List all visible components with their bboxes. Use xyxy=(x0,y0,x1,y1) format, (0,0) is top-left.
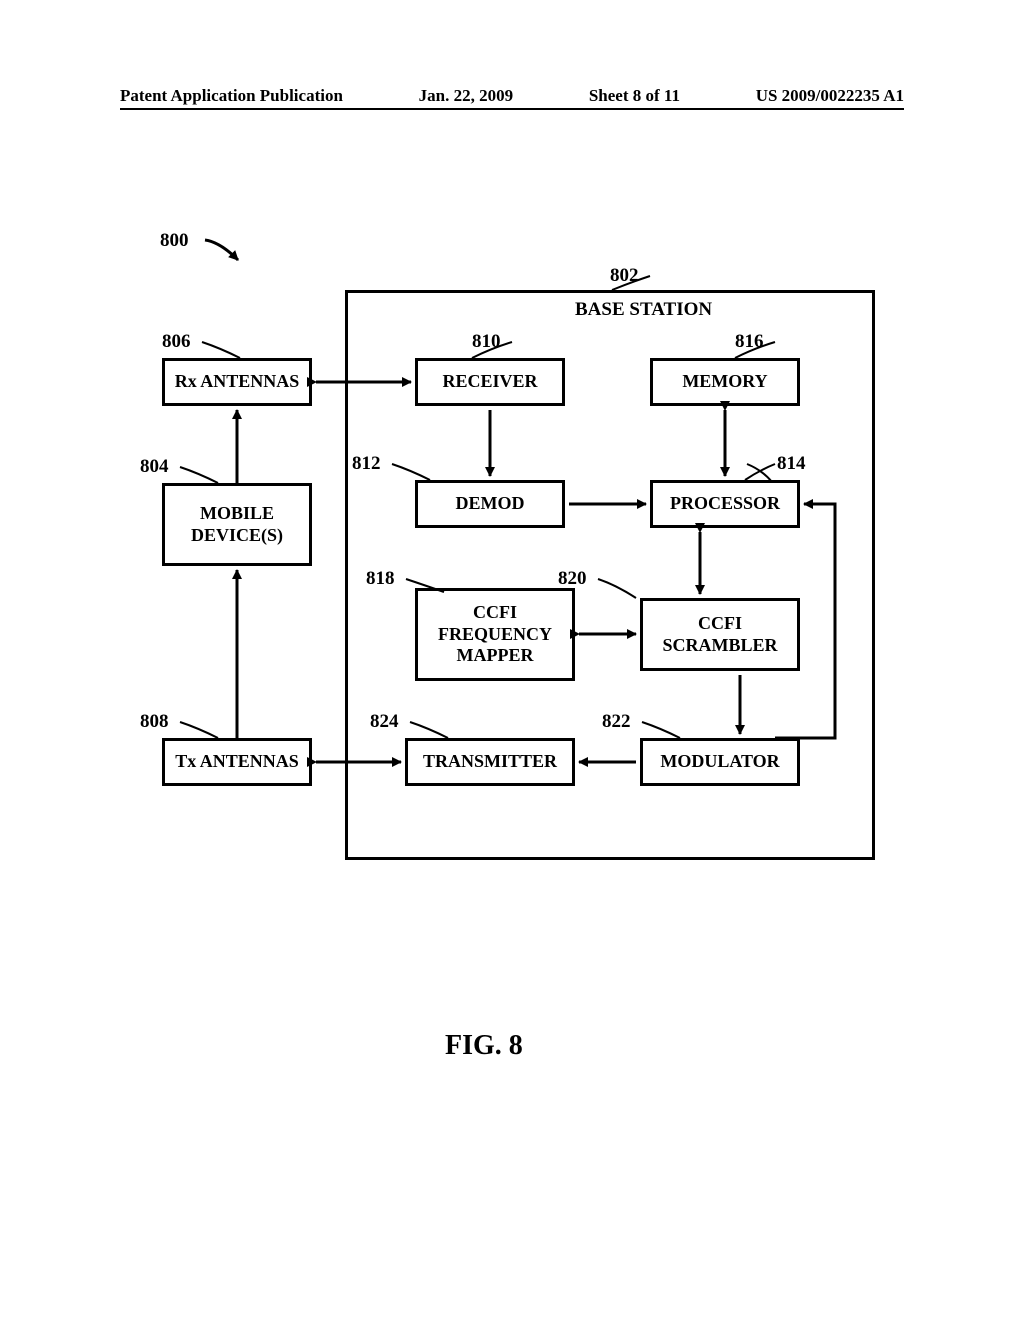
box-ccfi-mapper-label: CCFI FREQUENCY MAPPER xyxy=(438,602,552,667)
ref-800: 800 xyxy=(160,230,189,252)
box-demod-label: DEMOD xyxy=(456,493,525,515)
header-date: Jan. 22, 2009 xyxy=(419,86,513,106)
ref-802: 802 xyxy=(610,265,639,287)
figure-caption: FIG. 8 xyxy=(445,1030,523,1062)
ref-824: 824 xyxy=(370,711,399,733)
ref-812: 812 xyxy=(352,453,381,475)
box-modulator-label: MODULATOR xyxy=(660,751,779,773)
box-rx-antennas: Rx ANTENNAS xyxy=(162,358,312,406)
box-memory: MEMORY xyxy=(650,358,800,406)
box-transmitter-label: TRANSMITTER xyxy=(423,751,557,773)
header-pubno: US 2009/0022235 A1 xyxy=(756,86,904,106)
box-ccfi-mapper: CCFI FREQUENCY MAPPER xyxy=(415,588,575,681)
box-modulator: MODULATOR xyxy=(640,738,800,786)
header-sheet: Sheet 8 of 11 xyxy=(589,86,680,106)
box-processor: PROCESSOR xyxy=(650,480,800,528)
box-demod: DEMOD xyxy=(415,480,565,528)
box-mobile-devices: MOBILE DEVICE(S) xyxy=(162,483,312,566)
figure-8-diagram: 800 BASE STATION 802 806 804 808 810 816… xyxy=(120,190,904,890)
ref-818: 818 xyxy=(366,568,395,590)
box-receiver-label: RECEIVER xyxy=(442,371,537,393)
ref-806: 806 xyxy=(162,331,191,353)
header-rule xyxy=(120,108,904,110)
ref-804: 804 xyxy=(140,456,169,478)
box-transmitter: TRANSMITTER xyxy=(405,738,575,786)
box-memory-label: MEMORY xyxy=(682,371,767,393)
ref-808: 808 xyxy=(140,711,169,733)
box-rx-antennas-label: Rx ANTENNAS xyxy=(175,371,300,393)
box-ccfi-scrambler: CCFI SCRAMBLER xyxy=(640,598,800,671)
box-ccfi-scrambler-label: CCFI SCRAMBLER xyxy=(662,613,777,656)
ref-820: 820 xyxy=(558,568,587,590)
ref-814: 814 xyxy=(777,453,806,475)
base-station-title: BASE STATION xyxy=(575,299,712,321)
box-tx-antennas-label: Tx ANTENNAS xyxy=(175,751,299,773)
box-tx-antennas: Tx ANTENNAS xyxy=(162,738,312,786)
ref-822: 822 xyxy=(602,711,631,733)
box-receiver: RECEIVER xyxy=(415,358,565,406)
page-header: Patent Application Publication Jan. 22, … xyxy=(120,86,904,106)
box-processor-label: PROCESSOR xyxy=(670,493,780,515)
box-mobile-devices-label: MOBILE DEVICE(S) xyxy=(191,503,283,546)
ref-816: 816 xyxy=(735,331,764,353)
header-left: Patent Application Publication xyxy=(120,86,343,106)
ref-810: 810 xyxy=(472,331,501,353)
